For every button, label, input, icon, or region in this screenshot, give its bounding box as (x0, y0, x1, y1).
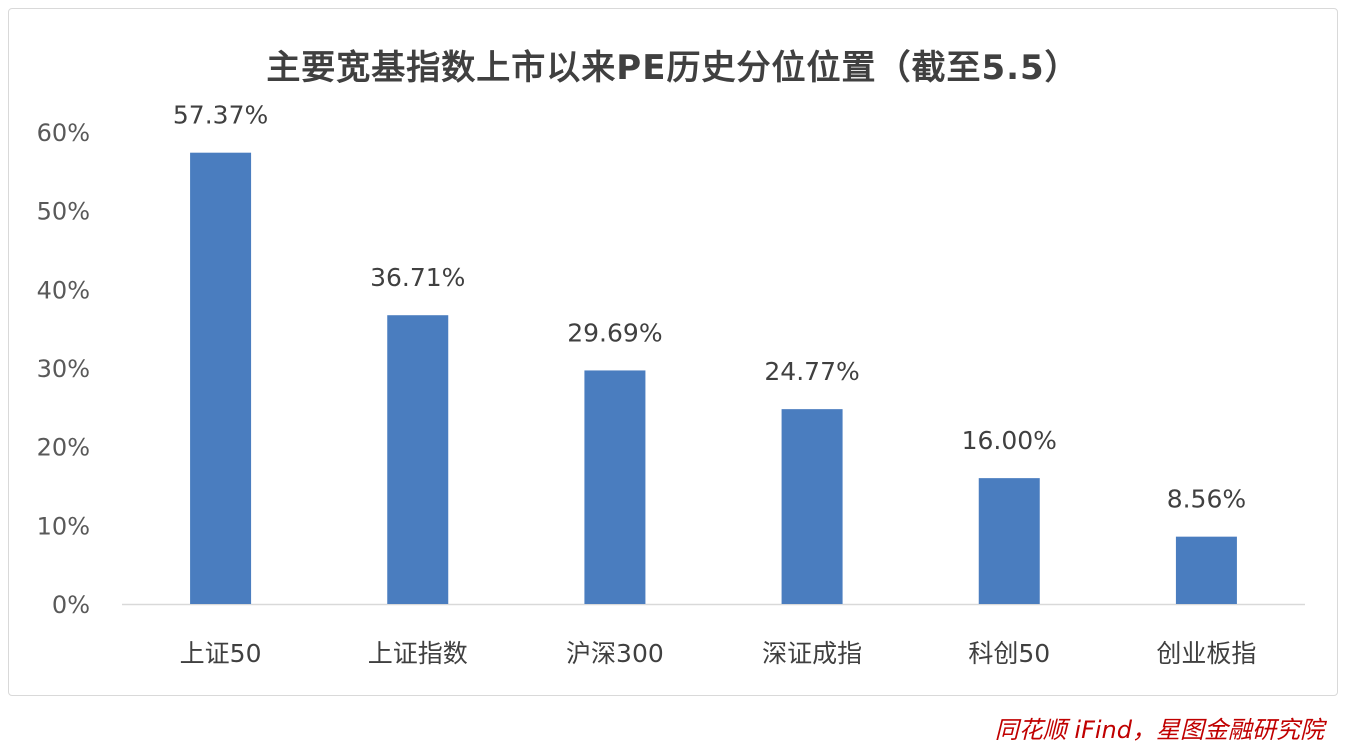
bar (978, 478, 1040, 604)
x-category-label: 上证指数 (368, 639, 468, 668)
data-label: 36.71% (370, 263, 465, 292)
bar (190, 152, 252, 604)
bar (584, 370, 646, 604)
y-tick-label: 0% (52, 591, 90, 619)
y-tick-label: 50% (37, 198, 90, 226)
y-tick-label: 60% (37, 119, 90, 147)
chart-title: 主要宽基指数上市以来PE历史分位位置（截至5.5） (266, 48, 1080, 88)
data-label: 16.00% (962, 426, 1057, 455)
bar (387, 315, 449, 604)
bar (781, 409, 843, 604)
source-note: 同花顺 iFind，星图金融研究院 (994, 716, 1324, 744)
bar (1175, 536, 1237, 604)
bar-chart: 0% 10% 20% 30% 40% 50% 60% 57.37% 上证50 36.71% 上证指数… (37, 101, 1305, 668)
y-tick-label: 30% (37, 355, 90, 383)
y-tick-label: 40% (37, 276, 90, 304)
x-category-label: 科创50 (968, 639, 1050, 668)
data-label: 29.69% (567, 318, 662, 347)
x-category-label: 沪深300 (566, 639, 664, 668)
data-label: 24.77% (764, 357, 859, 386)
x-category-label: 深证成指 (762, 639, 862, 668)
x-category-label: 创业板指 (1156, 639, 1256, 668)
data-label: 8.56% (1167, 485, 1246, 514)
x-category-label: 上证50 (180, 639, 262, 668)
data-label: 57.37% (173, 101, 268, 130)
y-tick-label: 10% (37, 512, 90, 540)
y-tick-label: 20% (37, 434, 90, 462)
